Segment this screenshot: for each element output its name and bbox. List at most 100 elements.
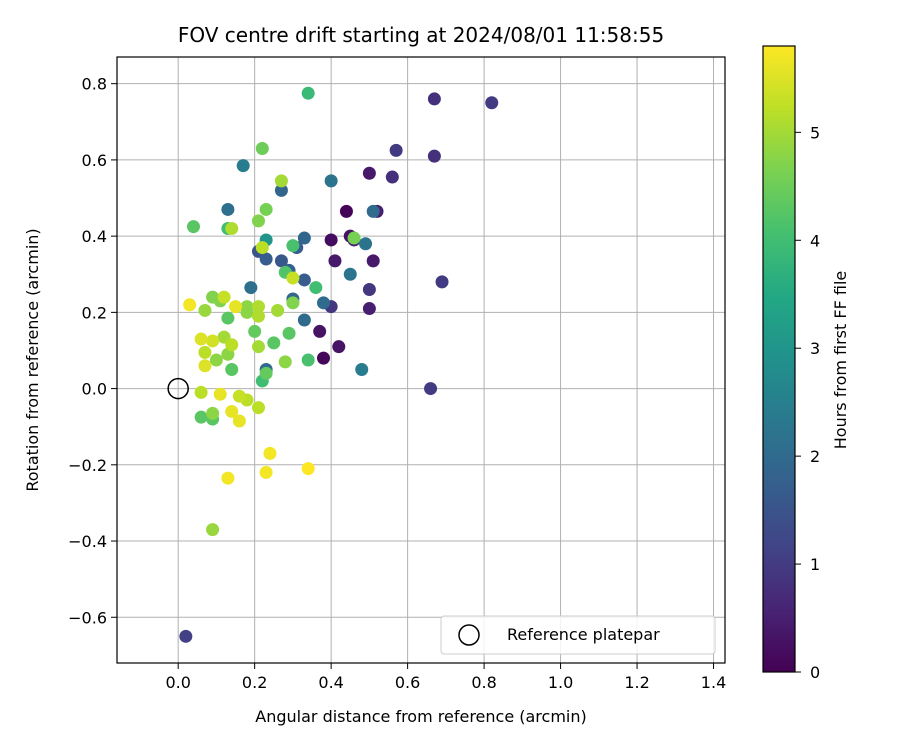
data-point xyxy=(347,231,361,245)
data-point xyxy=(206,334,220,348)
colorbar-gradient xyxy=(762,45,796,673)
data-point xyxy=(248,324,262,338)
data-point xyxy=(301,462,315,476)
y-tick-label: 0.6 xyxy=(82,151,107,170)
data-point xyxy=(274,174,288,188)
plot-frame xyxy=(116,56,726,664)
x-axis-ticks: 0.0 0.2 0.4 0.6 0.8 1.0 1.2 1.4 xyxy=(165,663,726,692)
data-point xyxy=(339,204,353,218)
y-tick-label: 0.4 xyxy=(82,227,107,246)
data-point xyxy=(232,414,246,428)
y-axis-ticks: −0.6 −0.4 −0.2 0.0 0.2 0.4 0.6 0.8 xyxy=(68,75,117,627)
data-point xyxy=(251,309,265,323)
data-point xyxy=(427,92,441,106)
colorbar-tick-label: 4 xyxy=(810,231,820,250)
data-point xyxy=(232,389,246,403)
x-tick-label: 0.6 xyxy=(395,673,420,692)
data-point xyxy=(316,296,330,310)
data-point xyxy=(366,204,380,218)
data-point xyxy=(194,410,208,424)
data-point xyxy=(313,324,327,338)
y-tick-label: 0.0 xyxy=(82,380,107,399)
reference-marker xyxy=(167,377,189,400)
x-tick-label: 1.2 xyxy=(624,673,649,692)
data-point xyxy=(221,311,235,325)
data-point xyxy=(427,149,441,163)
chart-title: FOV centre drift starting at 2024/08/01 … xyxy=(178,23,664,47)
data-point xyxy=(251,401,265,415)
data-point xyxy=(259,366,273,380)
data-point xyxy=(267,336,281,350)
data-point xyxy=(209,353,223,367)
data-point xyxy=(194,332,208,346)
data-point xyxy=(309,281,323,295)
data-point xyxy=(255,241,269,255)
data-point xyxy=(385,170,399,184)
grid xyxy=(117,57,725,663)
colorbar: 0 1 2 3 4 5 Hours from first FF file xyxy=(762,45,850,682)
data-point xyxy=(297,313,311,327)
data-point xyxy=(324,233,338,247)
data-point xyxy=(244,281,258,295)
data-point xyxy=(362,282,376,296)
data-point xyxy=(206,406,220,420)
data-point xyxy=(259,252,273,266)
data-point xyxy=(424,382,438,396)
data-point xyxy=(286,296,300,310)
data-point xyxy=(278,355,292,369)
data-point xyxy=(282,326,296,340)
data-point xyxy=(316,351,330,365)
data-point xyxy=(255,141,269,155)
data-point xyxy=(225,363,239,377)
data-point xyxy=(332,340,346,354)
data-point xyxy=(286,239,300,253)
data-point xyxy=(259,465,273,479)
colorbar-tick-label: 3 xyxy=(810,339,820,358)
y-tick-label: −0.6 xyxy=(68,608,107,627)
legend: Reference platepar xyxy=(440,615,716,655)
colorbar-ticks: 0 1 2 3 4 5 xyxy=(795,123,820,682)
data-point xyxy=(213,387,227,401)
data-point xyxy=(324,174,338,188)
data-point xyxy=(263,446,277,460)
y-tick-label: 0.8 xyxy=(82,75,107,94)
y-tick-label: −0.2 xyxy=(68,456,107,475)
x-tick-label: 0.8 xyxy=(471,673,496,692)
data-point xyxy=(198,359,212,373)
data-point xyxy=(271,303,285,317)
data-point xyxy=(240,305,254,319)
data-point xyxy=(221,471,235,485)
data-point xyxy=(225,338,239,352)
colorbar-tick-label: 0 xyxy=(810,663,820,682)
data-point xyxy=(198,345,212,359)
data-point xyxy=(362,166,376,180)
colorbar-tick-label: 5 xyxy=(810,123,820,142)
legend-box xyxy=(440,615,716,655)
data-point xyxy=(301,353,315,367)
x-tick-label: 0.4 xyxy=(318,673,343,692)
data-point xyxy=(229,300,243,314)
data-point xyxy=(301,86,315,100)
data-point xyxy=(251,300,265,314)
x-axis-label: Angular distance from reference (arcmin) xyxy=(255,707,586,726)
data-points xyxy=(179,86,499,643)
data-point xyxy=(194,385,208,399)
x-tick-label: 0.0 xyxy=(165,673,190,692)
colorbar-tick-label: 2 xyxy=(810,447,820,466)
data-point xyxy=(274,254,288,268)
colorbar-label: Hours from first FF file xyxy=(831,271,850,450)
data-point xyxy=(186,220,200,234)
legend-label: Reference platepar xyxy=(507,625,660,644)
data-point xyxy=(366,254,380,268)
data-point xyxy=(389,143,403,157)
legend-reference-marker xyxy=(458,624,480,646)
data-point xyxy=(355,363,369,377)
data-point xyxy=(297,273,311,287)
data-point xyxy=(435,275,449,289)
data-point xyxy=(221,202,235,216)
y-tick-label: −0.4 xyxy=(68,532,107,551)
data-point xyxy=(183,298,197,312)
data-point xyxy=(251,214,265,228)
data-point xyxy=(225,222,239,236)
